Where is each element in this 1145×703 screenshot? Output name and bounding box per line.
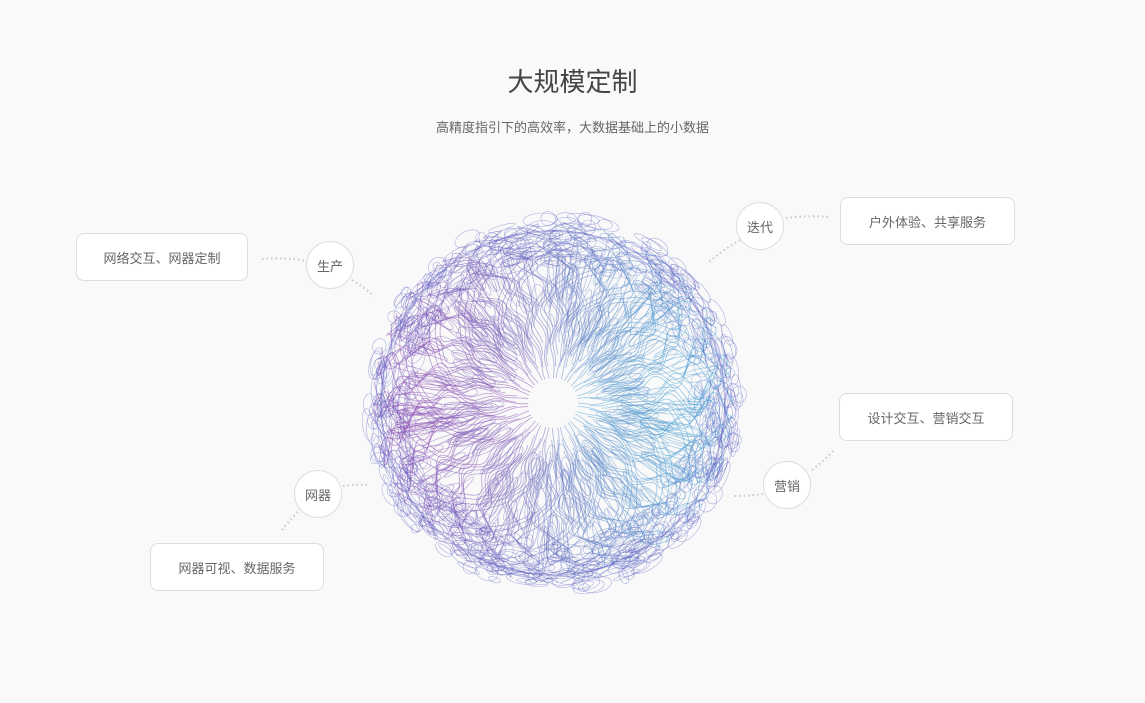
node-iteration[interactable]: 迭代 <box>736 202 784 250</box>
node-device[interactable]: 网器 <box>294 470 342 518</box>
detail-box-marketing: 设计交互、营销交互 <box>839 393 1013 441</box>
detail-text: 网器可视、数据服务 <box>178 558 295 577</box>
connectors <box>0 0 1145 703</box>
connector-line <box>262 258 306 261</box>
connector-line <box>786 216 830 218</box>
detail-box-device: 网器可视、数据服务 <box>150 543 324 591</box>
connector-line <box>343 485 367 486</box>
detail-text: 设计交互、营销交互 <box>867 408 984 427</box>
node-label: 生产 <box>317 256 343 275</box>
node-label: 迭代 <box>747 217 773 236</box>
node-label: 网器 <box>305 485 331 504</box>
node-label: 营销 <box>774 476 800 495</box>
connector-line <box>709 240 740 262</box>
connector-line <box>812 450 834 470</box>
node-marketing[interactable]: 营销 <box>763 461 811 509</box>
connector-line <box>734 494 763 496</box>
detail-text: 户外体验、共享服务 <box>869 212 986 231</box>
connector-line <box>352 280 374 296</box>
detail-box-iteration: 户外体验、共享服务 <box>840 197 1015 245</box>
detail-box-production: 网络交互、网器定制 <box>76 233 248 281</box>
detail-text: 网络交互、网器定制 <box>103 248 220 267</box>
connector-line <box>282 512 298 530</box>
node-production[interactable]: 生产 <box>306 241 354 289</box>
